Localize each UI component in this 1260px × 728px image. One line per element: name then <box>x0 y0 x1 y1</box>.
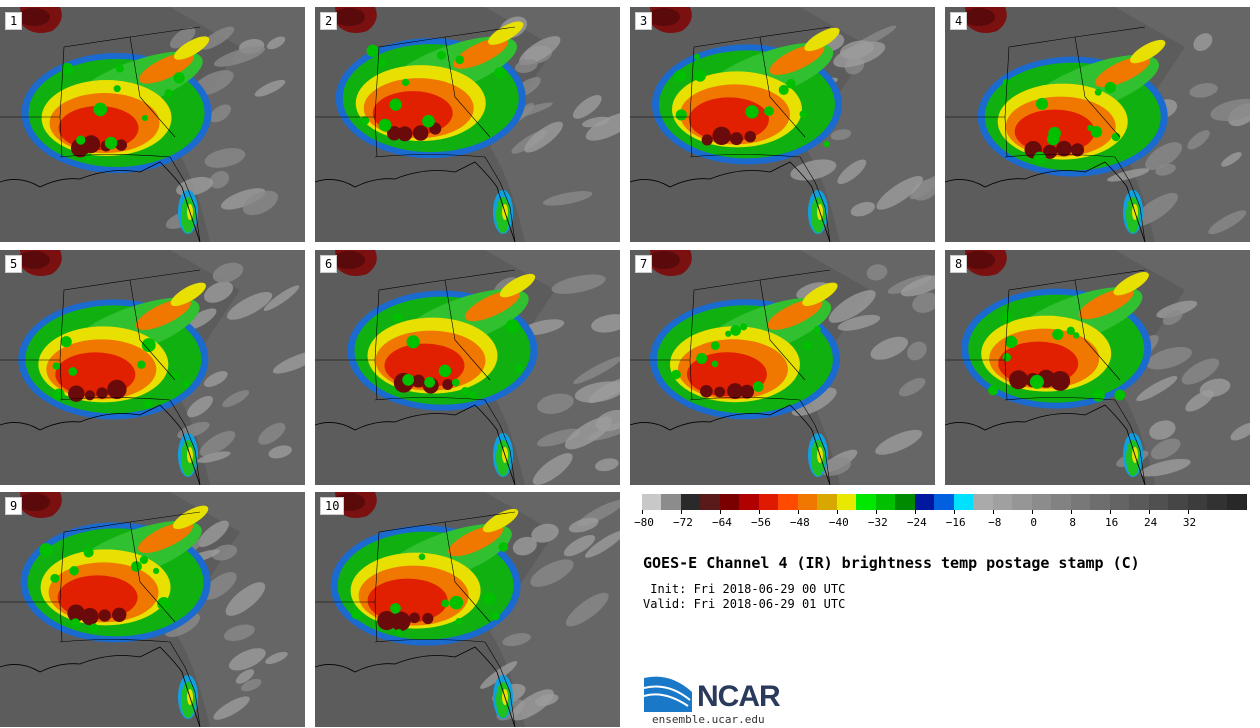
satellite-map-icon <box>315 250 620 485</box>
colorbar-cell <box>1031 494 1053 510</box>
colorbar-cell <box>719 494 741 510</box>
panel-number: 6 <box>320 255 338 273</box>
satellite-map-icon <box>630 7 935 242</box>
colorbar-tick-label: −80 <box>634 516 654 529</box>
satellite-map-icon <box>0 492 305 727</box>
colorbar-cell <box>661 494 682 510</box>
colorbar-cell <box>953 494 975 510</box>
map-panel: 5 <box>0 250 305 485</box>
colorbar-tick <box>992 510 994 514</box>
colorbar-cell <box>836 494 858 510</box>
panel-number: 4 <box>950 12 968 30</box>
colorbar-tick <box>1187 510 1189 514</box>
logo-text: NCAR <box>697 680 781 713</box>
panel-number: 2 <box>320 12 338 30</box>
colorbar-cell <box>680 494 702 510</box>
colorbar-tick <box>680 510 682 514</box>
panel-number: 10 <box>320 497 345 515</box>
colorbar-cell <box>1109 494 1131 510</box>
figure-title: GOES-E Channel 4 (IR) brightness temp po… <box>643 554 1140 572</box>
colorbar-tick <box>875 510 877 514</box>
panel-number: 5 <box>5 255 23 273</box>
valid-time: Valid: Fri 2018-06-29 01 UTC <box>643 597 846 611</box>
colorbar-tick <box>836 510 838 514</box>
ncar-logo-icon <box>643 676 692 712</box>
colorbar-tick-label: −48 <box>789 516 810 529</box>
colorbar-tick-label: −40 <box>828 516 849 529</box>
colorbar-cell <box>992 494 1014 510</box>
satellite-map-icon <box>945 250 1250 485</box>
map-panel: 1 <box>0 7 305 242</box>
colorbar-cell <box>758 494 780 510</box>
colorbar-tick <box>914 510 916 514</box>
satellite-map-icon <box>0 7 305 242</box>
map-panel: 2 <box>315 7 620 242</box>
map-panel: 9 <box>0 492 305 727</box>
colorbar-cell <box>934 494 955 510</box>
panel-number: 7 <box>635 255 653 273</box>
colorbar-cell <box>1207 494 1228 510</box>
colorbar-tick-label: −16 <box>945 516 966 529</box>
colorbar-tick-label: −64 <box>711 516 732 529</box>
colorbar-tick <box>642 510 643 514</box>
map-panel: 6 <box>315 250 620 485</box>
logo-url: ensemble.ucar.edu <box>652 713 765 726</box>
colorbar-cell <box>914 494 936 510</box>
satellite-map-icon <box>315 7 620 242</box>
colorbar-tick <box>953 510 955 514</box>
colorbar-tick-label: 0 <box>1030 516 1037 529</box>
colorbar-tick <box>758 510 760 514</box>
satellite-map-icon <box>630 250 935 485</box>
colorbar-tick <box>1070 510 1072 514</box>
colorbar-cell <box>875 494 897 510</box>
colorbar-cell <box>700 494 721 510</box>
panel-number: 9 <box>5 497 23 515</box>
colorbar-cell <box>1226 494 1247 510</box>
colorbar-tick <box>797 510 799 514</box>
map-panel: 8 <box>945 250 1250 485</box>
colorbar-tick-label: −72 <box>673 516 693 529</box>
colorbar-cell <box>1051 494 1072 510</box>
colorbar-cell <box>1168 494 1189 510</box>
colorbar-tick-label: −24 <box>906 516 927 529</box>
init-time: Init: Fri 2018-06-29 00 UTC <box>643 582 846 596</box>
colorbar-tick-label: 8 <box>1069 516 1076 529</box>
colorbar-tick-label: 16 <box>1104 516 1119 529</box>
colorbar-cell <box>895 494 916 510</box>
colorbar-cell <box>1129 494 1150 510</box>
colorbar-cell <box>973 494 994 510</box>
colorbar-tick <box>1031 510 1033 514</box>
colorbar-cell <box>1012 494 1033 510</box>
colorbar-cell <box>1070 494 1092 510</box>
colorbar-tick <box>719 510 721 514</box>
colorbar-cell <box>778 494 799 510</box>
map-panel: 4 <box>945 7 1250 242</box>
satellite-map-icon <box>0 250 305 485</box>
colorbar-tick <box>1109 510 1111 514</box>
panel-number: 3 <box>635 12 653 30</box>
colorbar-cell <box>739 494 760 510</box>
colorbar-tick-label: 24 <box>1143 516 1158 529</box>
colorbar-tick-label: −56 <box>750 516 771 529</box>
colorbar-cell <box>1090 494 1111 510</box>
colorbar-tick-label: −8 <box>988 516 1002 529</box>
colorbar: −80 −72 −64 −56 −48 −40 −32 −24 −16 −8 0 8 16 24 32 <box>634 494 1248 534</box>
satellite-map-icon <box>315 492 620 727</box>
satellite-map-icon <box>945 7 1250 242</box>
colorbar-cell <box>856 494 877 510</box>
map-panel: 7 <box>630 250 935 485</box>
colorbar-cell <box>797 494 819 510</box>
colorbar-tick-label: 32 <box>1182 516 1197 529</box>
map-panel: 3 <box>630 7 935 242</box>
colorbar-cell <box>642 494 663 510</box>
map-panel: 10 <box>315 492 620 727</box>
panel-number: 8 <box>950 255 968 273</box>
colorbar-cell <box>817 494 838 510</box>
colorbar-tick-label: −32 <box>867 516 888 529</box>
colorbar-tick <box>1148 510 1150 514</box>
colorbar-cell <box>1148 494 1170 510</box>
panel-number: 1 <box>5 12 23 30</box>
colorbar-cell <box>1187 494 1209 510</box>
